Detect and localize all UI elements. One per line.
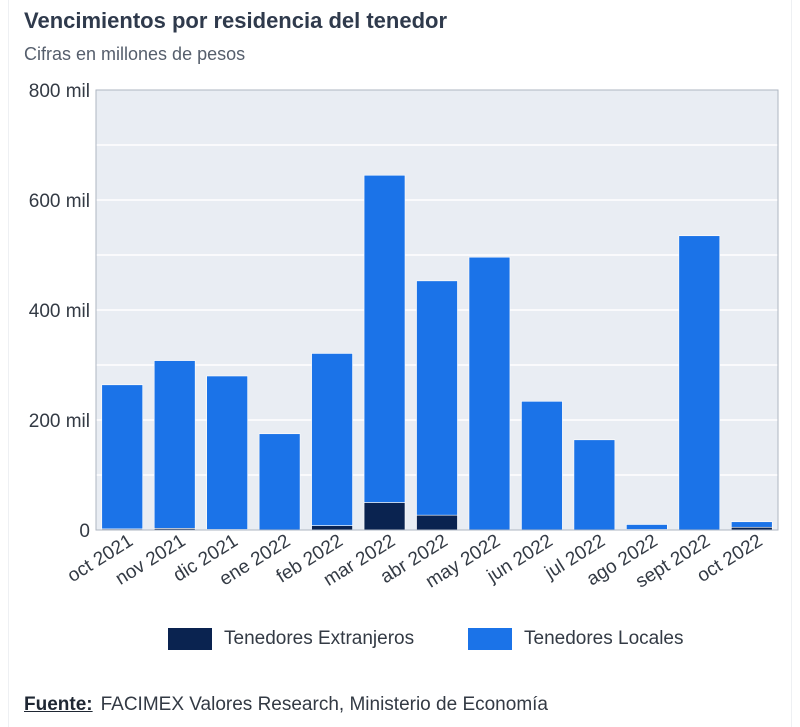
bar-extranjeros[interactable] bbox=[363, 502, 406, 531]
y-tick-label: 600 mil bbox=[29, 191, 90, 212]
bar-extranjeros[interactable] bbox=[311, 525, 353, 531]
bar-locales[interactable] bbox=[206, 375, 248, 530]
bar-locales[interactable] bbox=[521, 400, 563, 531]
source-note: Fuente: FACIMEX Valores Research, Ministe… bbox=[24, 694, 548, 716]
legend-label-extranjeros: Tenedores Extranjeros bbox=[224, 628, 415, 649]
legend-item-locales[interactable]: Tenedores Locales bbox=[468, 628, 684, 650]
chart-title: Vencimientos por residencia del tenedor bbox=[24, 8, 448, 33]
chart-svg: 0 200 mil 400 mil 600 mil 800 mil oct 2021no… bbox=[29, 81, 779, 592]
legend-swatch-extranjeros bbox=[168, 628, 212, 650]
legend-swatch-locales bbox=[468, 628, 512, 650]
y-tick-label: 0 bbox=[79, 521, 90, 542]
chart-frame bbox=[8, 0, 792, 727]
bar-locales[interactable] bbox=[101, 384, 143, 530]
bar-locales[interactable] bbox=[468, 256, 511, 531]
legend-label-locales: Tenedores Locales bbox=[524, 628, 684, 649]
y-axis-ticks: 0 200 mil 400 mil 600 mil 800 mil bbox=[29, 81, 90, 542]
legend-item-extranjeros[interactable]: Tenedores Extranjeros bbox=[168, 628, 414, 650]
bar-extranjeros[interactable] bbox=[416, 514, 458, 531]
bar-locales[interactable] bbox=[153, 360, 196, 529]
legend: Tenedores Extranjeros Tenedores Locales bbox=[0, 628, 800, 654]
bar-locales[interactable] bbox=[258, 433, 301, 531]
bar-locales[interactable] bbox=[416, 280, 458, 516]
y-tick-label: 400 mil bbox=[29, 301, 90, 322]
bar-locales[interactable] bbox=[311, 353, 353, 526]
bar-locales[interactable] bbox=[731, 521, 773, 528]
bar-locales[interactable] bbox=[678, 235, 721, 531]
bar-locales[interactable] bbox=[626, 524, 668, 530]
source-label: Fuente: bbox=[24, 694, 93, 715]
source-text: FACIMEX Valores Research, Ministerio de … bbox=[100, 694, 548, 715]
bars bbox=[101, 174, 773, 531]
y-tick-label: 800 mil bbox=[29, 81, 90, 102]
bar-locales[interactable] bbox=[363, 174, 406, 503]
bar-locales[interactable] bbox=[573, 439, 616, 531]
plot-border bbox=[95, 89, 779, 531]
y-tick-label: 200 mil bbox=[29, 411, 90, 432]
chart-subtitle: Cifras en millones de pesos bbox=[24, 44, 246, 64]
